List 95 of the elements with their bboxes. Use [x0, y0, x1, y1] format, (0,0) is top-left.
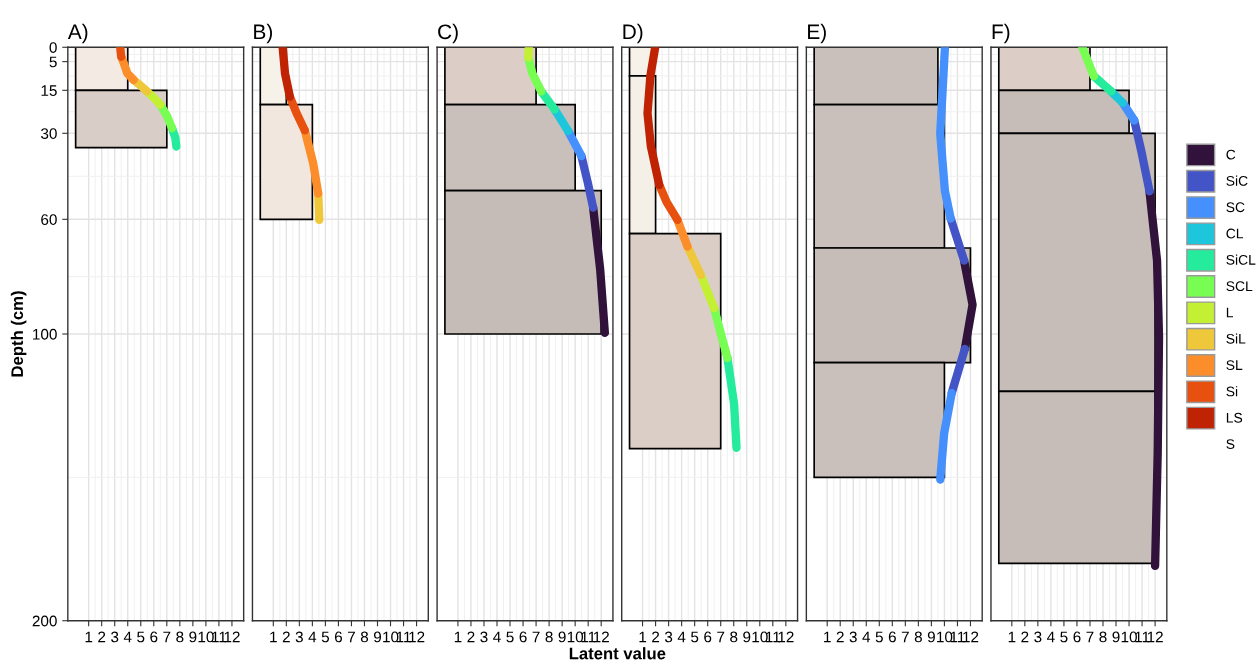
x-tick-label: 1 — [454, 631, 462, 643]
x-tick-label: 12 — [224, 631, 240, 643]
x-tick-label: 8 — [360, 631, 369, 643]
x-tick-label: 9 — [927, 631, 935, 643]
x-tick-label: 5 — [691, 631, 699, 643]
x-tick-label: 5 — [875, 631, 883, 643]
x-tick-label: 12 — [1147, 631, 1163, 643]
x-tick-label: 1 — [270, 631, 277, 643]
y-tick-label: 200 — [32, 615, 57, 627]
x-tick-label: 8 — [730, 631, 738, 643]
y-tick-label: 60 — [41, 214, 57, 225]
x-tick-label: 6 — [888, 631, 896, 643]
x-tick-label: 6 — [704, 631, 712, 643]
x-tick-label: 2 — [652, 631, 660, 643]
legend-label: LS — [1226, 412, 1243, 423]
legend-label: SiL — [1226, 333, 1246, 344]
x-tick-label: 3 — [849, 631, 857, 643]
x-tick-label: 11 — [766, 631, 780, 643]
x-tick-label: 1 — [639, 631, 647, 643]
chart-title: F) — [992, 23, 1010, 44]
x-tick-label: 10 — [567, 631, 584, 643]
x-tick-label: 5 — [506, 631, 514, 643]
x-tick-label: 9 — [1112, 631, 1120, 643]
x-tick-label: 6 — [519, 631, 527, 643]
x-tick-label: 1 — [85, 631, 93, 643]
x-tick-label: 6 — [150, 631, 158, 643]
x-tick-label: 6 — [1073, 631, 1081, 643]
legend-label: SiCL — [1226, 254, 1256, 265]
x-tick-label: 4 — [862, 631, 871, 643]
x-tick-label: 2 — [1021, 631, 1029, 643]
x-tick-label: 4 — [308, 631, 317, 643]
legend-label: SC — [1226, 202, 1245, 213]
x-tick-label: 3 — [111, 631, 119, 643]
x-tick-label: 10 — [198, 631, 214, 643]
chart-title: C) — [438, 23, 458, 44]
x-tick-label: 7 — [532, 631, 540, 643]
y-axis-title: Depth (cm) — [10, 291, 27, 377]
x-tick-label: 12 — [778, 631, 794, 643]
x-tick-label: 12 — [963, 631, 979, 643]
x-tick-label: 8 — [914, 631, 922, 643]
legend-label: SCL — [1226, 281, 1253, 292]
x-tick-label: 4 — [677, 631, 686, 643]
y-tick-label: 15 — [41, 85, 57, 96]
x-tick-label: 6 — [334, 631, 342, 643]
x-tick-label: 9 — [189, 631, 197, 643]
x-tick-label: 3 — [480, 631, 488, 643]
x-tick-label: 1 — [824, 631, 831, 643]
x-tick-label: 3 — [664, 631, 673, 643]
x-tick-label: 8 — [176, 631, 184, 643]
chart-title: B) — [254, 23, 272, 44]
y-tick-label: 5 — [49, 56, 57, 68]
x-tick-label: 2 — [467, 631, 475, 643]
x-tick-label: 1 — [1008, 631, 1016, 643]
x-tick-label: 12 — [409, 631, 425, 643]
x-tick-label: 9 — [558, 631, 566, 643]
y-tick-label: 30 — [41, 128, 57, 139]
x-tick-label: 10 — [752, 631, 768, 643]
x-tick-label: 2 — [98, 631, 106, 643]
x-tick-label: 4 — [493, 631, 501, 643]
x-tick-label: 7 — [1086, 631, 1094, 643]
x-tick-label: 5 — [137, 631, 145, 643]
legend-label: CL — [1226, 228, 1244, 239]
legend-label: SiC — [1226, 175, 1248, 186]
chart-title: E) — [808, 23, 826, 44]
x-tick-label: 4 — [1047, 631, 1055, 643]
x-tick-label: 11 — [212, 631, 227, 643]
x-tick-label: 11 — [581, 631, 596, 643]
legend-label: L — [1226, 307, 1234, 318]
x-tick-label: 12 — [593, 631, 609, 643]
legend-label: Si — [1226, 386, 1238, 397]
x-tick-label: 7 — [163, 631, 171, 643]
text: S — [1226, 439, 1235, 449]
x-axis-title: Latent value — [569, 647, 666, 660]
x-tick-label: 4 — [123, 631, 132, 643]
y-tick-label: 100 — [33, 328, 57, 340]
x-tick-label: 9 — [373, 631, 382, 643]
x-tick-label: 7 — [717, 631, 725, 643]
x-tick-label: 9 — [743, 631, 751, 643]
x-tick-label: 8 — [1099, 631, 1107, 643]
x-tick-label: 5 — [1060, 631, 1068, 643]
x-tick-label: 2 — [836, 631, 844, 643]
legend-label: C — [1226, 149, 1236, 160]
legend-label: SL — [1226, 360, 1243, 371]
x-tick-label: 7 — [347, 631, 355, 643]
chart-title: A) — [67, 23, 88, 44]
x-tick-label: 8 — [545, 631, 553, 643]
x-tick-label: 3 — [295, 631, 303, 643]
x-tick-label: 11 — [1135, 631, 1150, 643]
x-tick-label: 2 — [282, 631, 290, 643]
y-tick-label: 0 — [49, 42, 57, 53]
x-tick-label: 7 — [901, 631, 909, 643]
x-tick-label: 3 — [1034, 631, 1042, 643]
x-tick-label: 10 — [1121, 631, 1137, 643]
x-tick-label: 5 — [321, 631, 330, 643]
chart-title: D) — [623, 23, 643, 44]
